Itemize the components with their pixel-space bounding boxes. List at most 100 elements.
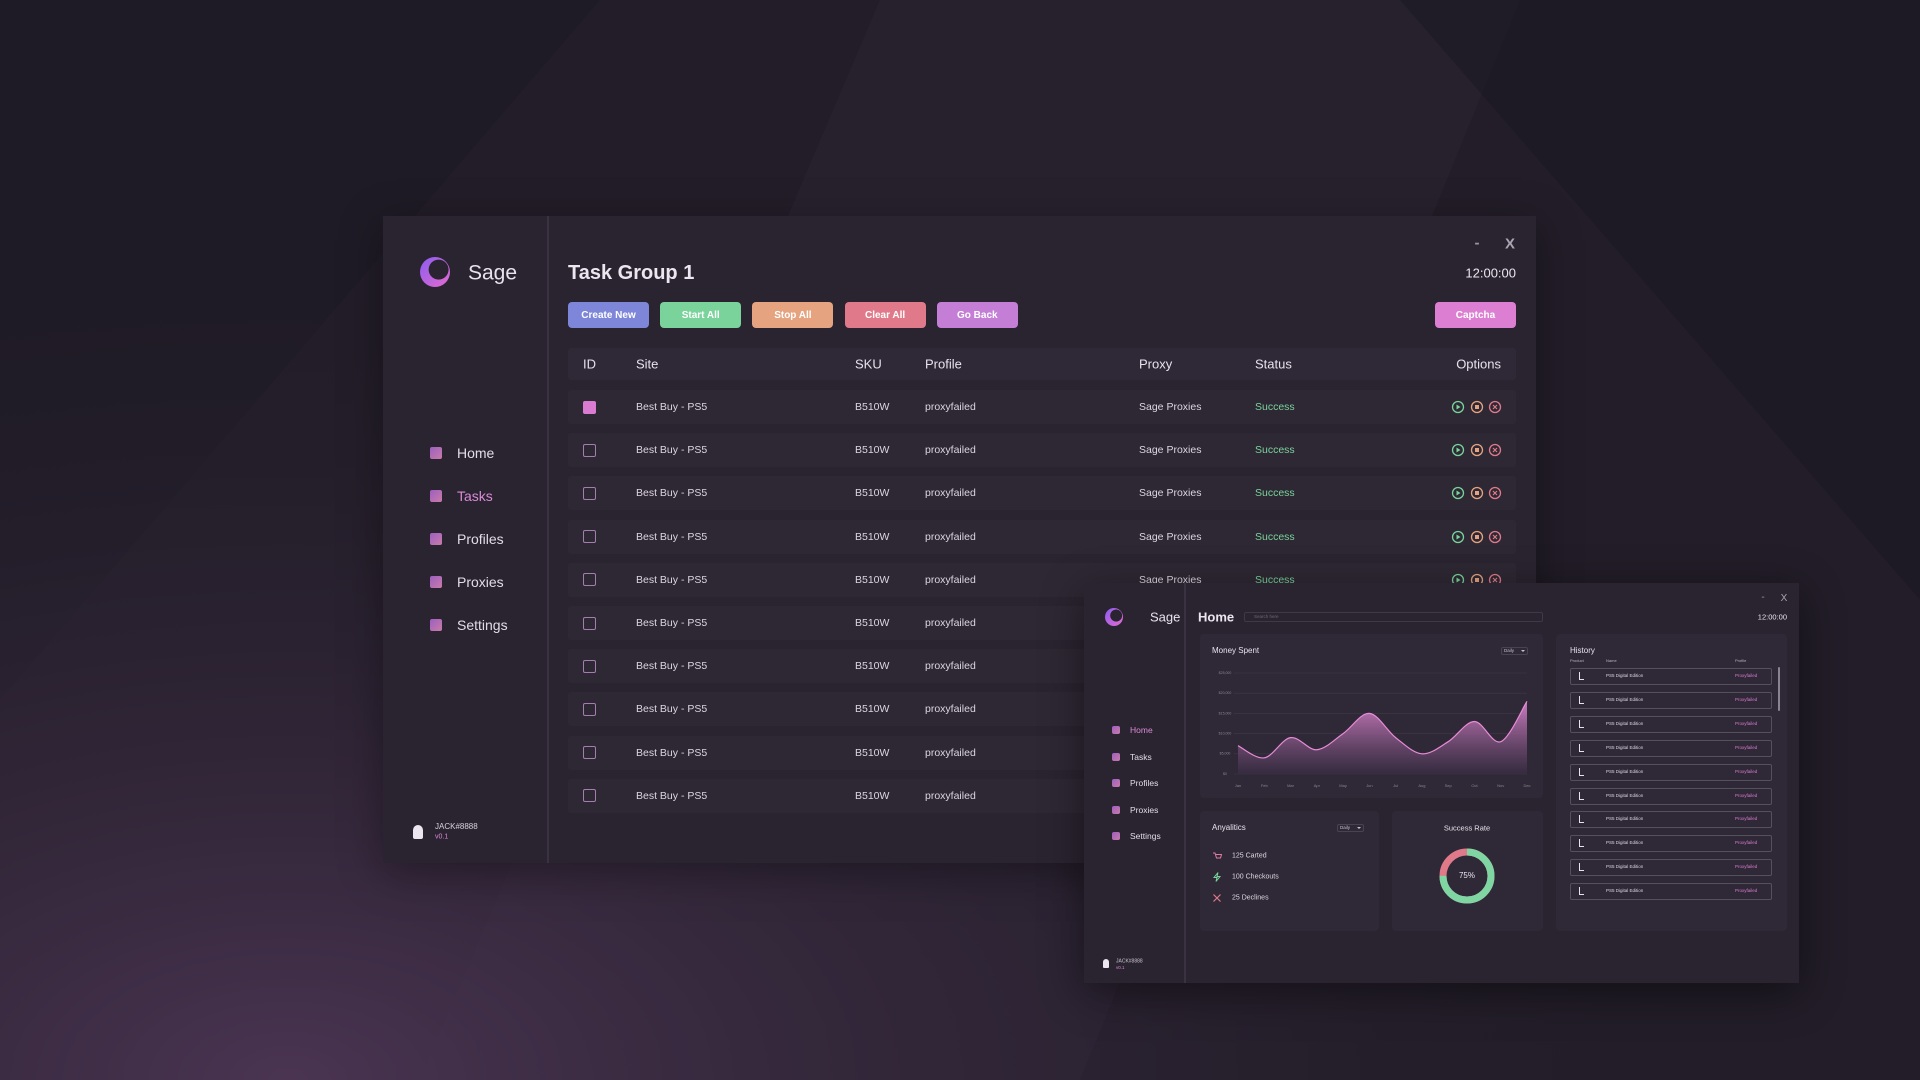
row-checkbox[interactable] [583,530,596,544]
product-name: PS5 Digital Edition [1606,768,1644,774]
action-button[interactable]: Start All [660,302,742,328]
nav-item[interactable]: Tasks [1130,751,1152,762]
profile: proxyfailed [925,487,976,500]
minimize-button[interactable]: - [1474,234,1480,252]
history-row [1570,883,1772,901]
profile: Proxyfailed [1735,672,1758,678]
dropdown-caret [1357,827,1361,829]
row-checkbox[interactable] [583,746,596,760]
site: Best Buy - PS5 [636,746,708,759]
chart-title: Money Spent [1212,646,1260,655]
site: Best Buy - PS5 [636,659,708,672]
card-title: Success Rate [1443,823,1491,833]
stop-glyph [1475,491,1479,496]
status: Success [1255,530,1295,543]
profile: proxyfailed [925,746,976,759]
row-checkbox[interactable] [583,659,596,673]
nav-item[interactable]: Home [1130,724,1153,735]
stat: 125 Carted [1232,852,1267,860]
start-glyph [1456,404,1461,410]
action-button[interactable]: Go Back [936,302,1018,328]
nav-item[interactable]: Profiles [1130,777,1159,788]
nav-icon [430,619,442,631]
row-checkbox[interactable] [583,486,596,500]
profile: proxyfailed [925,789,976,802]
page-title: Home [1198,609,1235,625]
action-button[interactable]: Stop All [752,302,834,328]
stop-glyph [1475,448,1479,453]
column-header: Name [1606,658,1617,663]
brand: Sage [1150,609,1181,625]
nav-item[interactable]: Proxies [457,574,504,590]
site: Best Buy - PS5 [636,573,708,586]
stop-glyph [1475,577,1479,582]
profile: proxyfailed [925,659,976,672]
card [1556,634,1787,931]
dropdown[interactable] [1337,824,1364,832]
row-checkbox[interactable] [583,616,596,630]
nav-icon [1112,752,1120,761]
profile: proxyfailed [925,573,976,586]
delete-glyph [1492,404,1498,410]
minimize-button[interactable]: - [1761,592,1765,603]
delete-icon [1488,400,1502,414]
product-name: PS5 Digital Edition [1606,792,1644,798]
sku: B510W [855,703,890,716]
stop-icon [1470,487,1484,500]
history-row [1570,859,1772,877]
start-glyph [1456,490,1461,496]
site: Best Buy - PS5 [636,400,708,413]
nav-item[interactable]: Proxies [1130,804,1159,815]
status: Success [1255,573,1295,586]
start-icon [1451,400,1465,414]
dropdown[interactable] [1501,647,1528,655]
nav-item[interactable]: Settings [457,617,508,633]
row-checkbox[interactable] [583,702,596,716]
proxy: Sage Proxies [1139,487,1202,500]
row-checkbox[interactable] [583,443,596,457]
action-button[interactable]: Clear All [844,302,926,328]
sku: B510W [855,659,890,672]
profile: Proxyfailed [1735,863,1758,869]
product-name: PS5 Digital Edition [1606,816,1644,822]
sku: B510W [855,400,890,413]
search-bar[interactable] [1244,612,1543,622]
nav-item[interactable]: Tasks [457,488,493,504]
nav-icon [1112,832,1120,841]
column-header: Product [1570,658,1584,663]
sku: B510W [855,616,890,629]
proxy: Sage Proxies [1139,573,1202,586]
row-checkbox[interactable] [583,400,596,414]
sku: B510W [855,487,890,500]
close-button[interactable]: X [1780,593,1788,604]
nav-item[interactable]: Home [457,445,495,461]
delete-icon [1488,487,1502,500]
proxy: Sage Proxies [1139,530,1202,543]
column-header: Status [1255,356,1292,372]
sku: B510W [855,573,890,586]
stat-icon [1212,872,1222,882]
row-checkbox[interactable] [583,573,596,587]
start-glyph [1456,534,1461,540]
nav-icon [430,533,442,545]
version: v0.1 [435,833,449,841]
nav-item[interactable]: Profiles [457,531,504,547]
history-row [1570,835,1772,853]
column-header: Proxy [1139,356,1173,372]
history-row [1570,763,1772,781]
delete-glyph [1492,534,1498,540]
action-button[interactable]: Create New [568,302,649,328]
page-title: Task Group 1 [568,262,695,284]
close-button[interactable]: X [1504,235,1516,253]
card-title: History [1570,646,1595,655]
logo [420,257,450,287]
product-name: PS5 Digital Edition [1606,744,1644,750]
row-checkbox[interactable] [583,789,596,803]
nav-item[interactable]: Settings [1130,831,1161,842]
dropdown-caret [1521,650,1525,652]
product-name: PS5 Digital Edition [1606,672,1644,678]
captcha-button[interactable]: Captcha [1435,302,1516,328]
stat-icon [1213,894,1221,902]
nav-icon [1112,805,1120,814]
